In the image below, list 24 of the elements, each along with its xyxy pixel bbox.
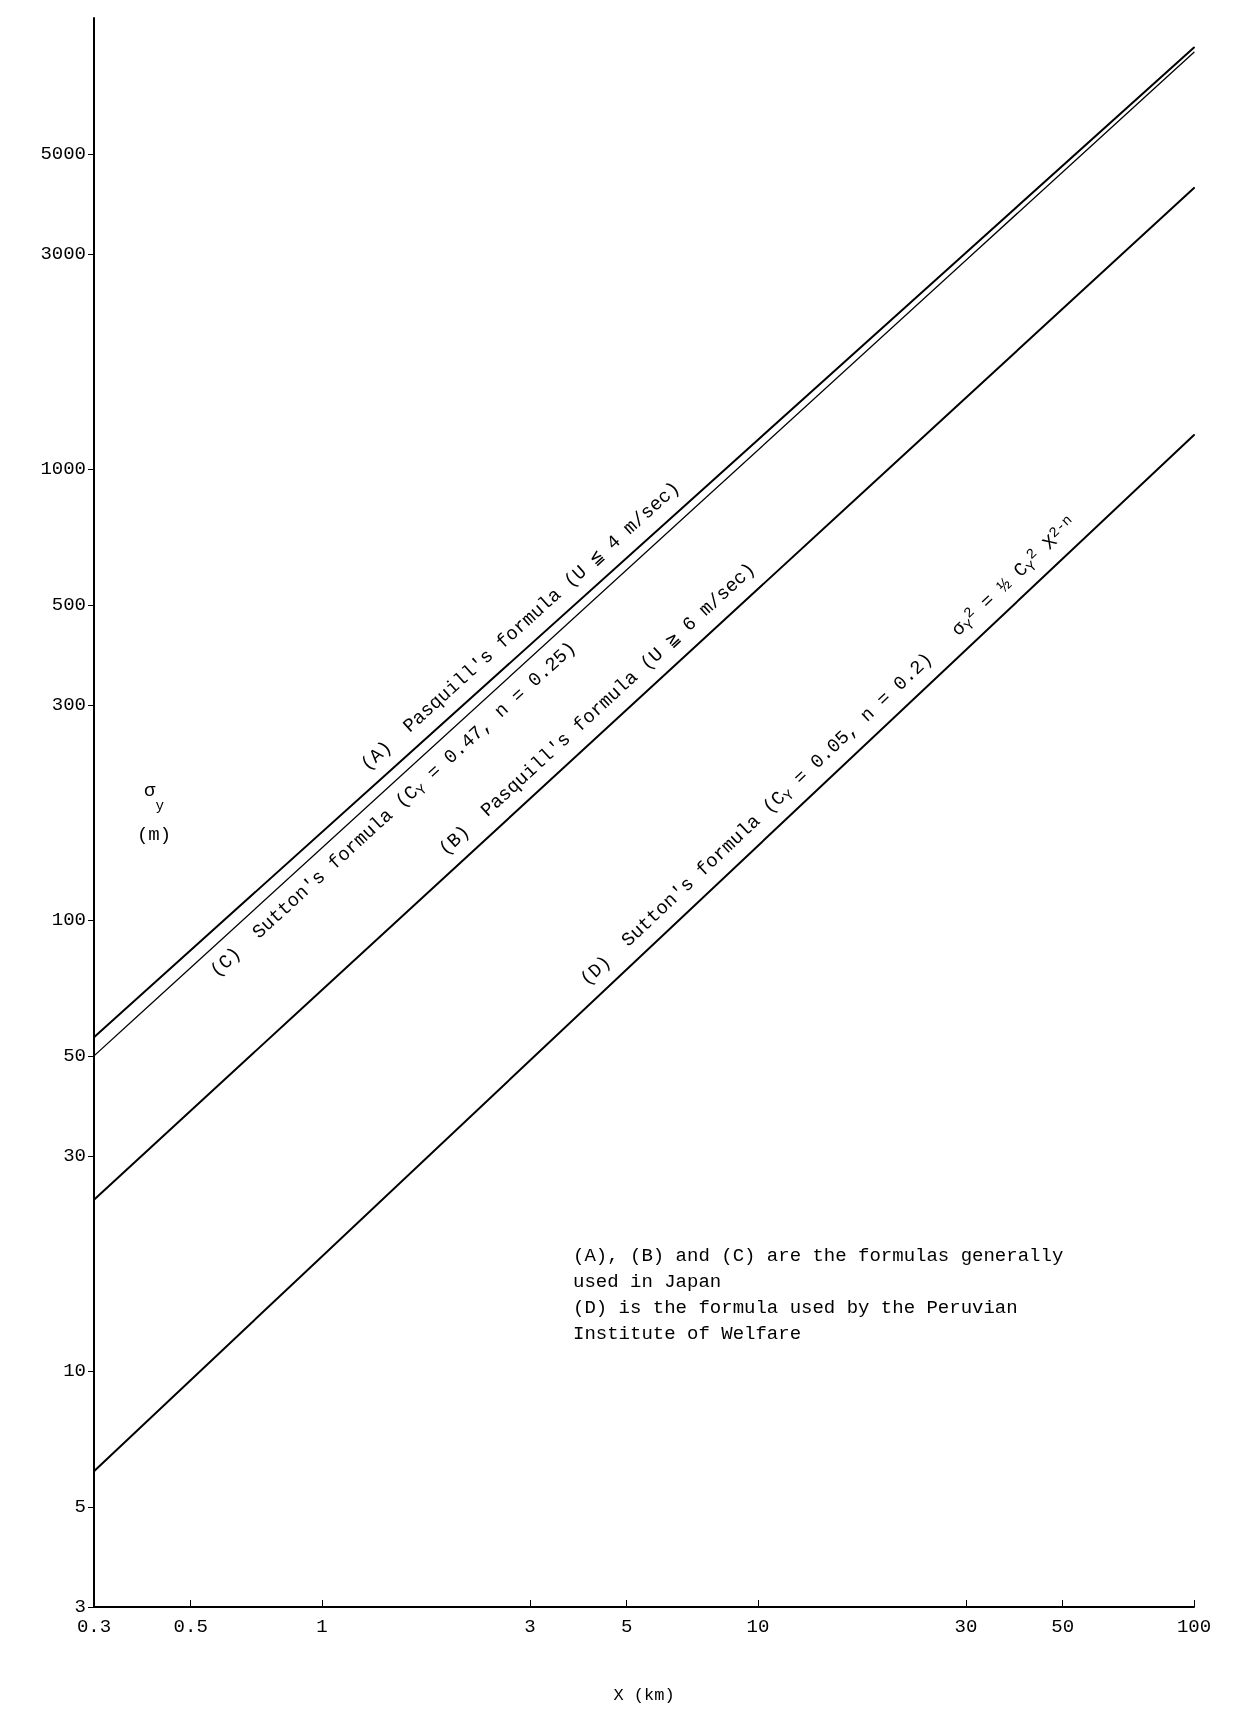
y-tick-label: 5 xyxy=(74,1495,86,1518)
x-tick-label: 5 xyxy=(621,1615,633,1638)
y-tick-label: 500 xyxy=(51,593,86,616)
x-tick-label: 3 xyxy=(524,1615,536,1638)
annotation: (D) is the formula used by the Peruvian Institute of Welfare xyxy=(573,1297,1030,1345)
y-tick-label: 10 xyxy=(63,1360,86,1383)
x-tick-label: 1 xyxy=(316,1615,328,1638)
y-tick-label: 5000 xyxy=(40,142,86,165)
x-tick-label: 0.5 xyxy=(173,1615,208,1638)
y-tick-label: 100 xyxy=(51,909,86,932)
x-axis-title: X (km) xyxy=(613,1686,675,1705)
y-tick-label: 3 xyxy=(74,1596,86,1618)
y-tick-label: 30 xyxy=(63,1144,86,1167)
y-tick-label: 3000 xyxy=(40,242,86,265)
y-tick-label: 50 xyxy=(63,1044,86,1067)
x-tick-label: 10 xyxy=(746,1615,770,1638)
x-tick-label: 0.3 xyxy=(76,1615,112,1638)
y-tick-label: 1000 xyxy=(40,458,86,481)
x-tick-label: 100 xyxy=(1176,1615,1212,1638)
y-axis-title: σy (m) xyxy=(136,779,172,846)
annotation: (A), (B) and (C) are the formulas generally used in Japan xyxy=(573,1245,1075,1293)
y-tick-label: 300 xyxy=(51,693,86,716)
x-tick-label: 30 xyxy=(954,1615,978,1638)
x-tick-label: 50 xyxy=(1051,1615,1075,1638)
